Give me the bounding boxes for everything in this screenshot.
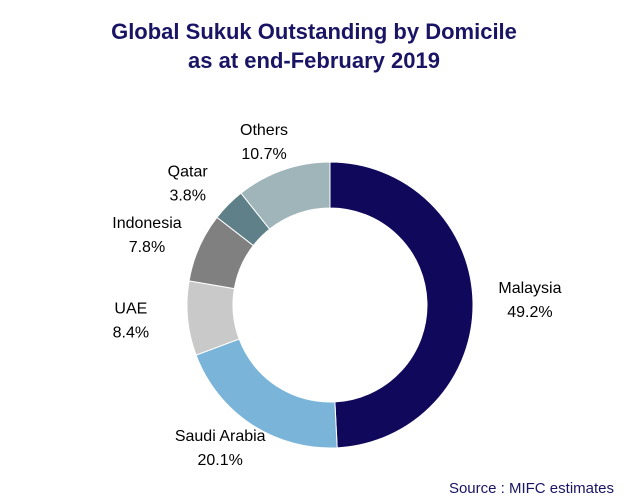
slice-value: 20.1% — [198, 452, 243, 469]
slice-label: Indonesia — [112, 215, 181, 232]
chart-subtitle: as at end-February 2019 — [188, 48, 440, 73]
slice-value: 8.4% — [113, 324, 149, 341]
slice-label: Others — [240, 122, 288, 139]
slice-value: 3.8% — [169, 187, 205, 204]
slice-value: 10.7% — [241, 146, 286, 163]
slice-value: 49.2% — [507, 304, 552, 321]
donut-slice — [240, 161, 331, 230]
source-note: Source : MIFC estimates — [449, 480, 614, 497]
slice-label: UAE — [114, 300, 147, 317]
slice-label: Qatar — [168, 163, 209, 180]
slice-label: Saudi Arabia — [175, 428, 266, 445]
donut-slice — [329, 161, 474, 449]
slice-label: Malaysia — [498, 280, 561, 297]
slice-value: 7.8% — [129, 239, 165, 256]
chart-title: Global Sukuk Outstanding by Domicile — [111, 19, 517, 44]
